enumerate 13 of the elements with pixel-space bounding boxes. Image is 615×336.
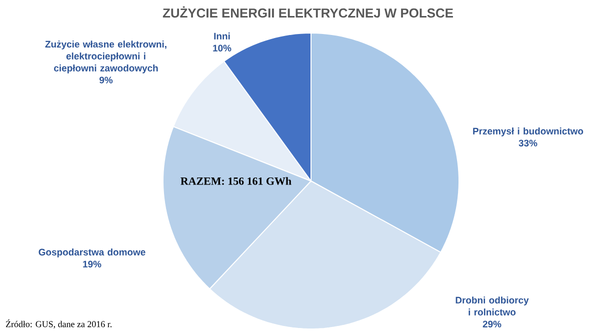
data-label: 29% [482, 320, 502, 328]
text: RAZEM: 156 161 GWh [180, 177, 292, 185]
slice-label: Inni [214, 32, 230, 40]
data-label: 33% [518, 140, 538, 146]
slice-label: Zużycie własne elektrowni, elektrociepłowni i ciepłowni zawodowych [45, 40, 166, 74]
slice-label: Drobni odbiorcy i rolnictwo [456, 296, 529, 316]
data-label: 9% [99, 76, 113, 84]
slice-label: Gospodarstwa domowe [38, 248, 146, 258]
text: Źródło: GUS, dane za 2016 r. [6, 319, 112, 328]
data-label: 10% [213, 44, 232, 52]
chart-title: ZUŻYCIE ENERGII ELEKTRYCZNEJ W POLSCE [162, 6, 453, 18]
data-label: 19% [83, 260, 102, 268]
slice-label: Przemysł i budownictwo [473, 128, 584, 136]
